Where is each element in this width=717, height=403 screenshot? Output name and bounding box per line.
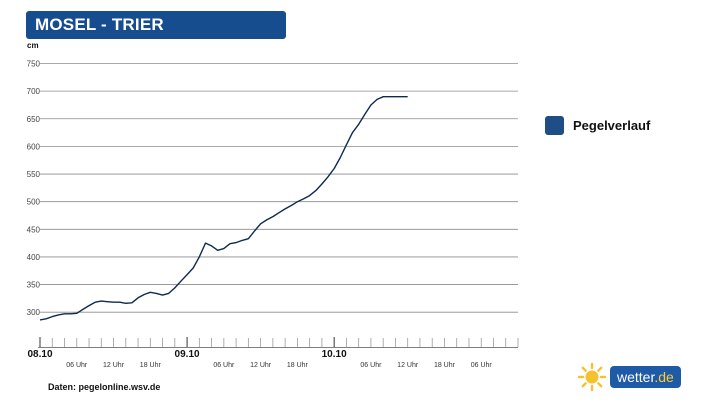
y-tick-label: 550 [27,170,41,179]
legend-label: Pegelverlauf [573,117,651,133]
chart-title: MOSEL - TRIER [26,11,286,39]
y-tick-label: 400 [27,253,41,262]
x-axis: 08.10 09.10 10.10 06 Uhr 12 Uhr 18 Uhr 06 Uhr 1… [27,337,519,369]
logo-text-main: wetter [617,369,655,385]
y-tick-label: 700 [27,87,41,96]
y-tick-label: 650 [27,115,41,124]
x-hour-label: 06 Uhr [360,362,382,369]
x-hour-label: 06 Uhr [66,362,88,369]
y-axis-unit-label: cm [27,41,39,50]
grid-lines [40,63,518,313]
legend: Pegelverlauf [545,115,650,135]
y-tick-label: 750 [27,60,41,69]
wetter-logo: wetter.de [577,362,681,392]
x-date-label: 08.10 [27,349,52,360]
y-tick-label: 450 [27,225,41,234]
y-tick-label: 300 [27,308,41,317]
data-source: Daten: pegelonline.wsv.de [48,382,161,392]
y-axis: cm 300 350 400 450 500 550 600 650 700 750 [27,41,41,317]
y-tick-label: 350 [27,281,41,290]
series-line-pegelverlauf [39,95,408,321]
x-hour-label: 06 Uhr [213,362,235,369]
logo-wordmark: wetter.de [610,366,681,388]
x-hour-label: 12 Uhr [397,362,419,369]
x-hour-label: 06 Uhr [471,362,493,369]
y-tick-label: 600 [27,142,41,151]
series-layer [39,95,408,321]
legend-swatch [545,115,564,135]
x-hour-label: 18 Uhr [434,362,456,369]
x-date-label: 10.10 [322,349,347,360]
sun-icon [577,362,607,392]
logo-text-tld: .de [654,369,674,385]
x-hour-label: 12 Uhr [103,362,125,369]
x-hour-label: 12 Uhr [250,362,272,369]
y-tick-label: 500 [27,198,41,207]
x-hour-label: 18 Uhr [287,362,309,369]
x-hour-label: 18 Uhr [140,362,162,369]
x-date-label: 09.10 [175,349,200,360]
